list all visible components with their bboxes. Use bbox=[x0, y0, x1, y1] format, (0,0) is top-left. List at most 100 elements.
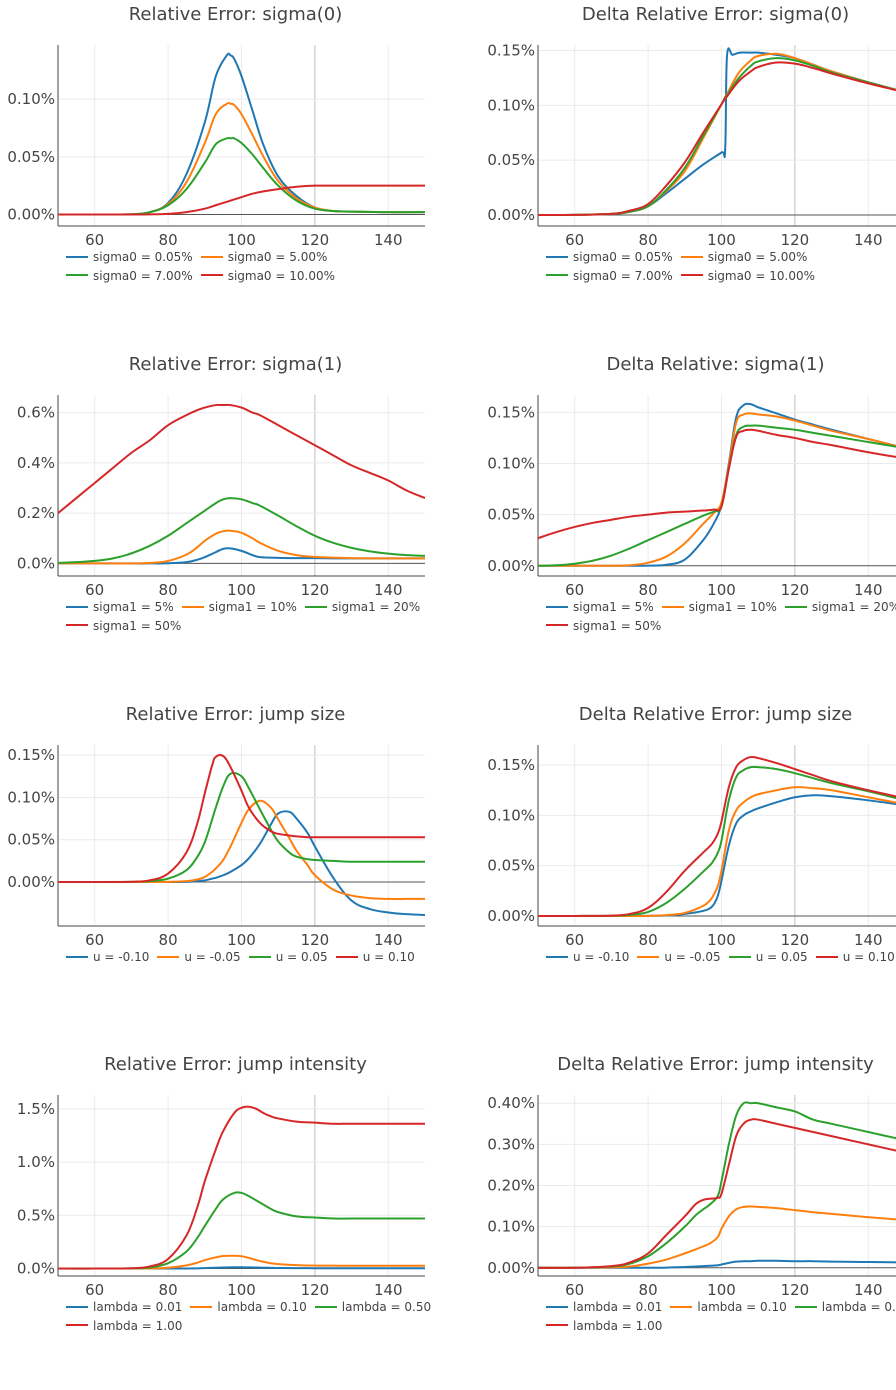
legend-item[interactable]: sigma1 = 50% bbox=[546, 617, 661, 636]
legend-item[interactable]: sigma1 = 50% bbox=[66, 617, 181, 636]
y-tick-label: 1.0% bbox=[17, 1153, 55, 1171]
legend-item[interactable]: lambda = 0.01 bbox=[546, 1298, 662, 1317]
x-tick-label: 120 bbox=[301, 1281, 330, 1299]
y-tick-label: 0.10% bbox=[7, 90, 55, 108]
legend-item[interactable]: sigma1 = 20% bbox=[784, 598, 896, 617]
x-tick-label: 100 bbox=[707, 581, 736, 599]
legend-item[interactable]: sigma1 = 5% bbox=[66, 598, 174, 617]
x-tick-label: 120 bbox=[301, 581, 330, 599]
legend-item[interactable]: u = -0.10 bbox=[546, 948, 629, 967]
x-tick-label: 80 bbox=[639, 581, 658, 599]
legend-swatch bbox=[66, 955, 88, 958]
legend-row: lambda = 0.01 lambda = 0.10 lambda = 0.50 bbox=[546, 1298, 896, 1317]
legend-swatch bbox=[181, 605, 204, 608]
legend-item[interactable]: sigma0 = 7.00% bbox=[66, 267, 193, 286]
series-line-3 bbox=[58, 1191, 425, 1270]
legend-item[interactable]: sigma1 = 10% bbox=[661, 598, 777, 617]
legend-item[interactable]: u = -0.05 bbox=[637, 948, 721, 967]
x-tick-label: 120 bbox=[301, 931, 330, 949]
y-tick-label: 1.5% bbox=[17, 1100, 55, 1118]
chart-svg: 60 80 100 120 140 0.0% 0.5% 1.0% 1.5% bbox=[17, 1095, 425, 1299]
legend-item[interactable]: sigma1 = 20% bbox=[304, 598, 420, 617]
series-line-4 bbox=[58, 754, 425, 884]
legend-item[interactable]: sigma0 = 7.00% bbox=[546, 267, 673, 286]
series-line-4 bbox=[538, 61, 896, 217]
legend-row: lambda = 1.00 bbox=[66, 1317, 439, 1336]
legend-swatch bbox=[794, 1305, 817, 1308]
series-line-3 bbox=[58, 772, 425, 884]
series-line-2 bbox=[58, 1254, 425, 1270]
x-tick-label: 100 bbox=[227, 581, 256, 599]
chart-svg: 60 80 100 120 140 0.00% 0.10% 0.20% 0.30% 0.40% bbox=[487, 1094, 896, 1299]
series-line-4 bbox=[538, 755, 896, 917]
legend-item[interactable]: lambda = 0.01 bbox=[66, 1298, 182, 1317]
legend-item[interactable]: u = 0.05 bbox=[248, 948, 328, 967]
legend-swatch bbox=[66, 255, 88, 258]
legend-item[interactable]: sigma0 = 10.00% bbox=[680, 267, 816, 286]
legend-item[interactable]: sigma0 = 5.00% bbox=[680, 248, 807, 267]
legend-swatch bbox=[680, 255, 703, 258]
legend-swatch bbox=[637, 955, 660, 958]
legend-label: lambda = 0.10 bbox=[217, 1300, 307, 1314]
y-tick-label: 0.10% bbox=[487, 1218, 535, 1236]
series-line-1 bbox=[538, 402, 896, 567]
legend-item[interactable]: lambda = 0.10 bbox=[190, 1298, 307, 1317]
series-line-2 bbox=[538, 52, 896, 217]
chart-panel-2: Delta Relative Error: sigma(0) 60 80 100 120… bbox=[480, 0, 896, 340]
legend-swatch bbox=[546, 255, 568, 258]
legend-item[interactable]: u = 0.05 bbox=[728, 948, 808, 967]
x-tick-label: 140 bbox=[374, 581, 403, 599]
legend-label: lambda = 0.01 bbox=[573, 1300, 663, 1314]
legend-swatch bbox=[546, 624, 568, 626]
y-tick-label: 0.0% bbox=[17, 554, 55, 572]
legend-item[interactable]: lambda = 1.00 bbox=[66, 1317, 182, 1336]
y-tick-label: 0.00% bbox=[487, 557, 535, 575]
y-tick-label: 0.15% bbox=[487, 403, 535, 421]
legend-label: u = -0.10 bbox=[573, 950, 630, 964]
legend-swatch bbox=[157, 955, 180, 958]
y-tick-label: 0.0% bbox=[17, 1260, 55, 1278]
series-line-2 bbox=[538, 1205, 896, 1269]
legend-row: sigma0 = 0.05% sigma0 = 5.00% bbox=[66, 248, 343, 267]
legend-item[interactable]: sigma0 = 5.00% bbox=[200, 248, 327, 267]
legend-label: sigma0 = 7.00% bbox=[573, 268, 673, 283]
legend: lambda = 0.01 lambda = 0.10 lambda = 0.50 l… bbox=[66, 1298, 439, 1335]
y-tick-label: 0.10% bbox=[487, 806, 535, 824]
legend-label: lambda = 0.50 bbox=[821, 1300, 896, 1314]
legend-row: sigma1 = 50% bbox=[66, 617, 428, 636]
legend-item[interactable]: u = 0.10 bbox=[335, 948, 415, 967]
chart-title: Relative Error: sigma(0) bbox=[128, 4, 343, 25]
y-tick-label: 0.30% bbox=[487, 1135, 535, 1153]
legend: u = -0.10 u = -0.05 u = 0.05 u = 0.10 bbox=[546, 948, 896, 967]
legend-label: sigma0 = 10.00% bbox=[707, 268, 816, 283]
legend-item[interactable]: sigma0 = 0.05% bbox=[66, 248, 193, 267]
legend-row: sigma1 = 50% bbox=[546, 617, 896, 636]
legend-label: lambda = 0.10 bbox=[697, 1300, 787, 1314]
legend-item[interactable]: u = -0.05 bbox=[157, 948, 241, 967]
legend-swatch bbox=[66, 624, 88, 626]
legend-item[interactable]: sigma1 = 10% bbox=[181, 598, 297, 617]
legend-item[interactable]: sigma0 = 0.05% bbox=[546, 248, 673, 267]
legend-item[interactable]: sigma1 = 5% bbox=[546, 598, 654, 617]
x-tick-label: 80 bbox=[639, 231, 658, 249]
legend-row: sigma0 = 0.05% sigma0 = 5.00% bbox=[546, 248, 823, 267]
y-tick-label: 0.10% bbox=[7, 788, 55, 806]
legend-swatch bbox=[304, 605, 327, 608]
x-tick-label: 120 bbox=[781, 231, 810, 249]
legend-label: sigma1 = 20% bbox=[811, 600, 896, 614]
legend-row: u = -0.10 u = -0.05 u = 0.05 u = 0.10 bbox=[66, 948, 423, 967]
x-tick-label: 80 bbox=[159, 581, 178, 599]
series-line-3 bbox=[538, 57, 896, 217]
legend-label: u = -0.05 bbox=[184, 950, 241, 964]
legend-item[interactable]: lambda = 1.00 bbox=[546, 1317, 662, 1336]
legend-item[interactable]: lambda = 0.50 bbox=[794, 1298, 896, 1317]
legend-item[interactable]: lambda = 0.10 bbox=[670, 1298, 787, 1317]
x-tick-label: 100 bbox=[707, 931, 736, 949]
chart-title: Relative Error: sigma(1) bbox=[128, 354, 343, 375]
y-tick-label: 0.10% bbox=[487, 455, 535, 473]
legend-item[interactable]: lambda = 0.50 bbox=[314, 1298, 431, 1317]
x-tick-label: 140 bbox=[374, 231, 403, 249]
legend-item[interactable]: u = 0.10 bbox=[815, 948, 895, 967]
legend-item[interactable]: sigma0 = 10.00% bbox=[200, 267, 335, 286]
legend-item[interactable]: u = -0.10 bbox=[66, 948, 149, 967]
